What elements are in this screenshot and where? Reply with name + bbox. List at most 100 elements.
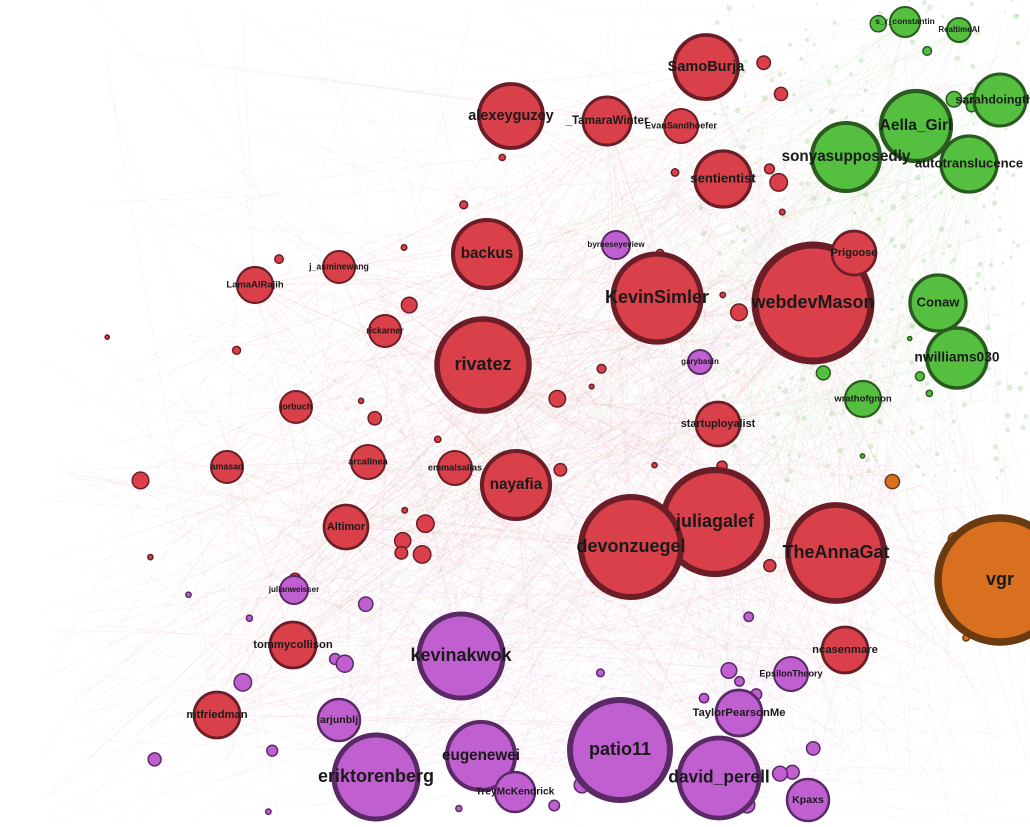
- edge: [172, 459, 632, 548]
- edge: [445, 66, 707, 235]
- minor-node: [245, 614, 254, 622]
- node-label: nwilliams030: [914, 350, 999, 365]
- edge: [468, 66, 707, 334]
- edge-haze: [743, 94, 747, 98]
- node: [416, 611, 506, 701]
- edge: [293, 392, 844, 591]
- edge-haze: [1001, 261, 1005, 265]
- node: [436, 449, 474, 487]
- edge: [699, 361, 979, 520]
- edge: [367, 461, 592, 547]
- edge-haze: [714, 20, 720, 26]
- edge: [194, 673, 792, 741]
- edge: [812, 302, 915, 663]
- edge: [361, 125, 917, 565]
- edge: [510, 115, 764, 241]
- node-label: TheAnnaGat: [782, 542, 889, 562]
- edge: [338, 266, 867, 631]
- edge: [915, 125, 1030, 504]
- edge: [71, 655, 462, 763]
- edge: [179, 589, 295, 715]
- edge-haze: [1017, 385, 1024, 392]
- edge: [295, 239, 588, 408]
- edge: [766, 421, 792, 675]
- minor-node: [595, 668, 606, 678]
- edge: [460, 123, 741, 657]
- edge: [862, 145, 885, 400]
- edge: [89, 178, 724, 203]
- edge: [750, 156, 847, 672]
- edge: [477, 204, 617, 246]
- node: [772, 655, 810, 693]
- edge-haze: [834, 64, 839, 69]
- edge: [295, 87, 794, 408]
- edge: [740, 125, 917, 715]
- minor-node: [925, 389, 934, 398]
- edge: [181, 423, 719, 629]
- edge-haze: [720, 269, 723, 273]
- edge-haze: [916, 397, 920, 401]
- edge: [226, 29, 960, 400]
- minor-node: [401, 506, 409, 514]
- edge: [41, 361, 701, 800]
- edge-haze: [798, 388, 802, 392]
- edge-haze: [754, 161, 758, 165]
- edge: [375, 202, 511, 778]
- edge: [134, 589, 295, 738]
- minor-node: [274, 254, 285, 265]
- edge: [460, 655, 731, 668]
- edge: [883, 125, 917, 480]
- edge: [242, 10, 256, 286]
- edge: [757, 163, 970, 703]
- edge: [102, 361, 701, 581]
- edge: [82, 361, 701, 720]
- edge-haze: [777, 71, 783, 77]
- edge: [367, 461, 846, 740]
- edge: [460, 113, 919, 657]
- edge: [384, 330, 487, 616]
- edge: [255, 135, 814, 304]
- edge: [473, 316, 864, 400]
- edge: [375, 336, 389, 778]
- node: [578, 494, 684, 600]
- edge: [524, 318, 958, 359]
- edge: [653, 125, 682, 799]
- edge: [460, 129, 886, 657]
- edge: [255, 406, 297, 530]
- minor-node: [455, 804, 463, 813]
- edge: [606, 120, 646, 764]
- edge-haze: [1006, 384, 1013, 391]
- edge: [345, 526, 942, 794]
- edge: [514, 254, 586, 793]
- edge: [269, 364, 484, 669]
- minor-node: [651, 461, 658, 469]
- edge: [341, 391, 456, 469]
- minor-node: [771, 765, 789, 782]
- edge: [456, 66, 707, 509]
- minor-node: [400, 296, 418, 314]
- edge: [254, 284, 588, 802]
- edge: [853, 252, 1018, 566]
- minor-node: [596, 363, 607, 374]
- node: [785, 777, 831, 823]
- edge-haze: [997, 227, 1002, 232]
- minor-node: [147, 553, 154, 561]
- edge: [732, 168, 939, 304]
- edge: [226, 257, 239, 468]
- node: [934, 514, 1030, 646]
- node: [322, 250, 356, 284]
- edge-haze: [891, 345, 897, 350]
- edge: [338, 266, 419, 476]
- edge: [597, 419, 720, 779]
- edge: [329, 54, 740, 714]
- minor-node: [906, 335, 913, 342]
- edge-haze: [783, 71, 787, 75]
- edge: [720, 302, 939, 629]
- edge-haze: [900, 243, 906, 250]
- edge: [630, 156, 847, 505]
- edge: [62, 461, 369, 714]
- node: [450, 217, 524, 291]
- edge: [226, 402, 891, 468]
- edge-haze: [742, 238, 748, 244]
- edge-haze: [784, 476, 791, 483]
